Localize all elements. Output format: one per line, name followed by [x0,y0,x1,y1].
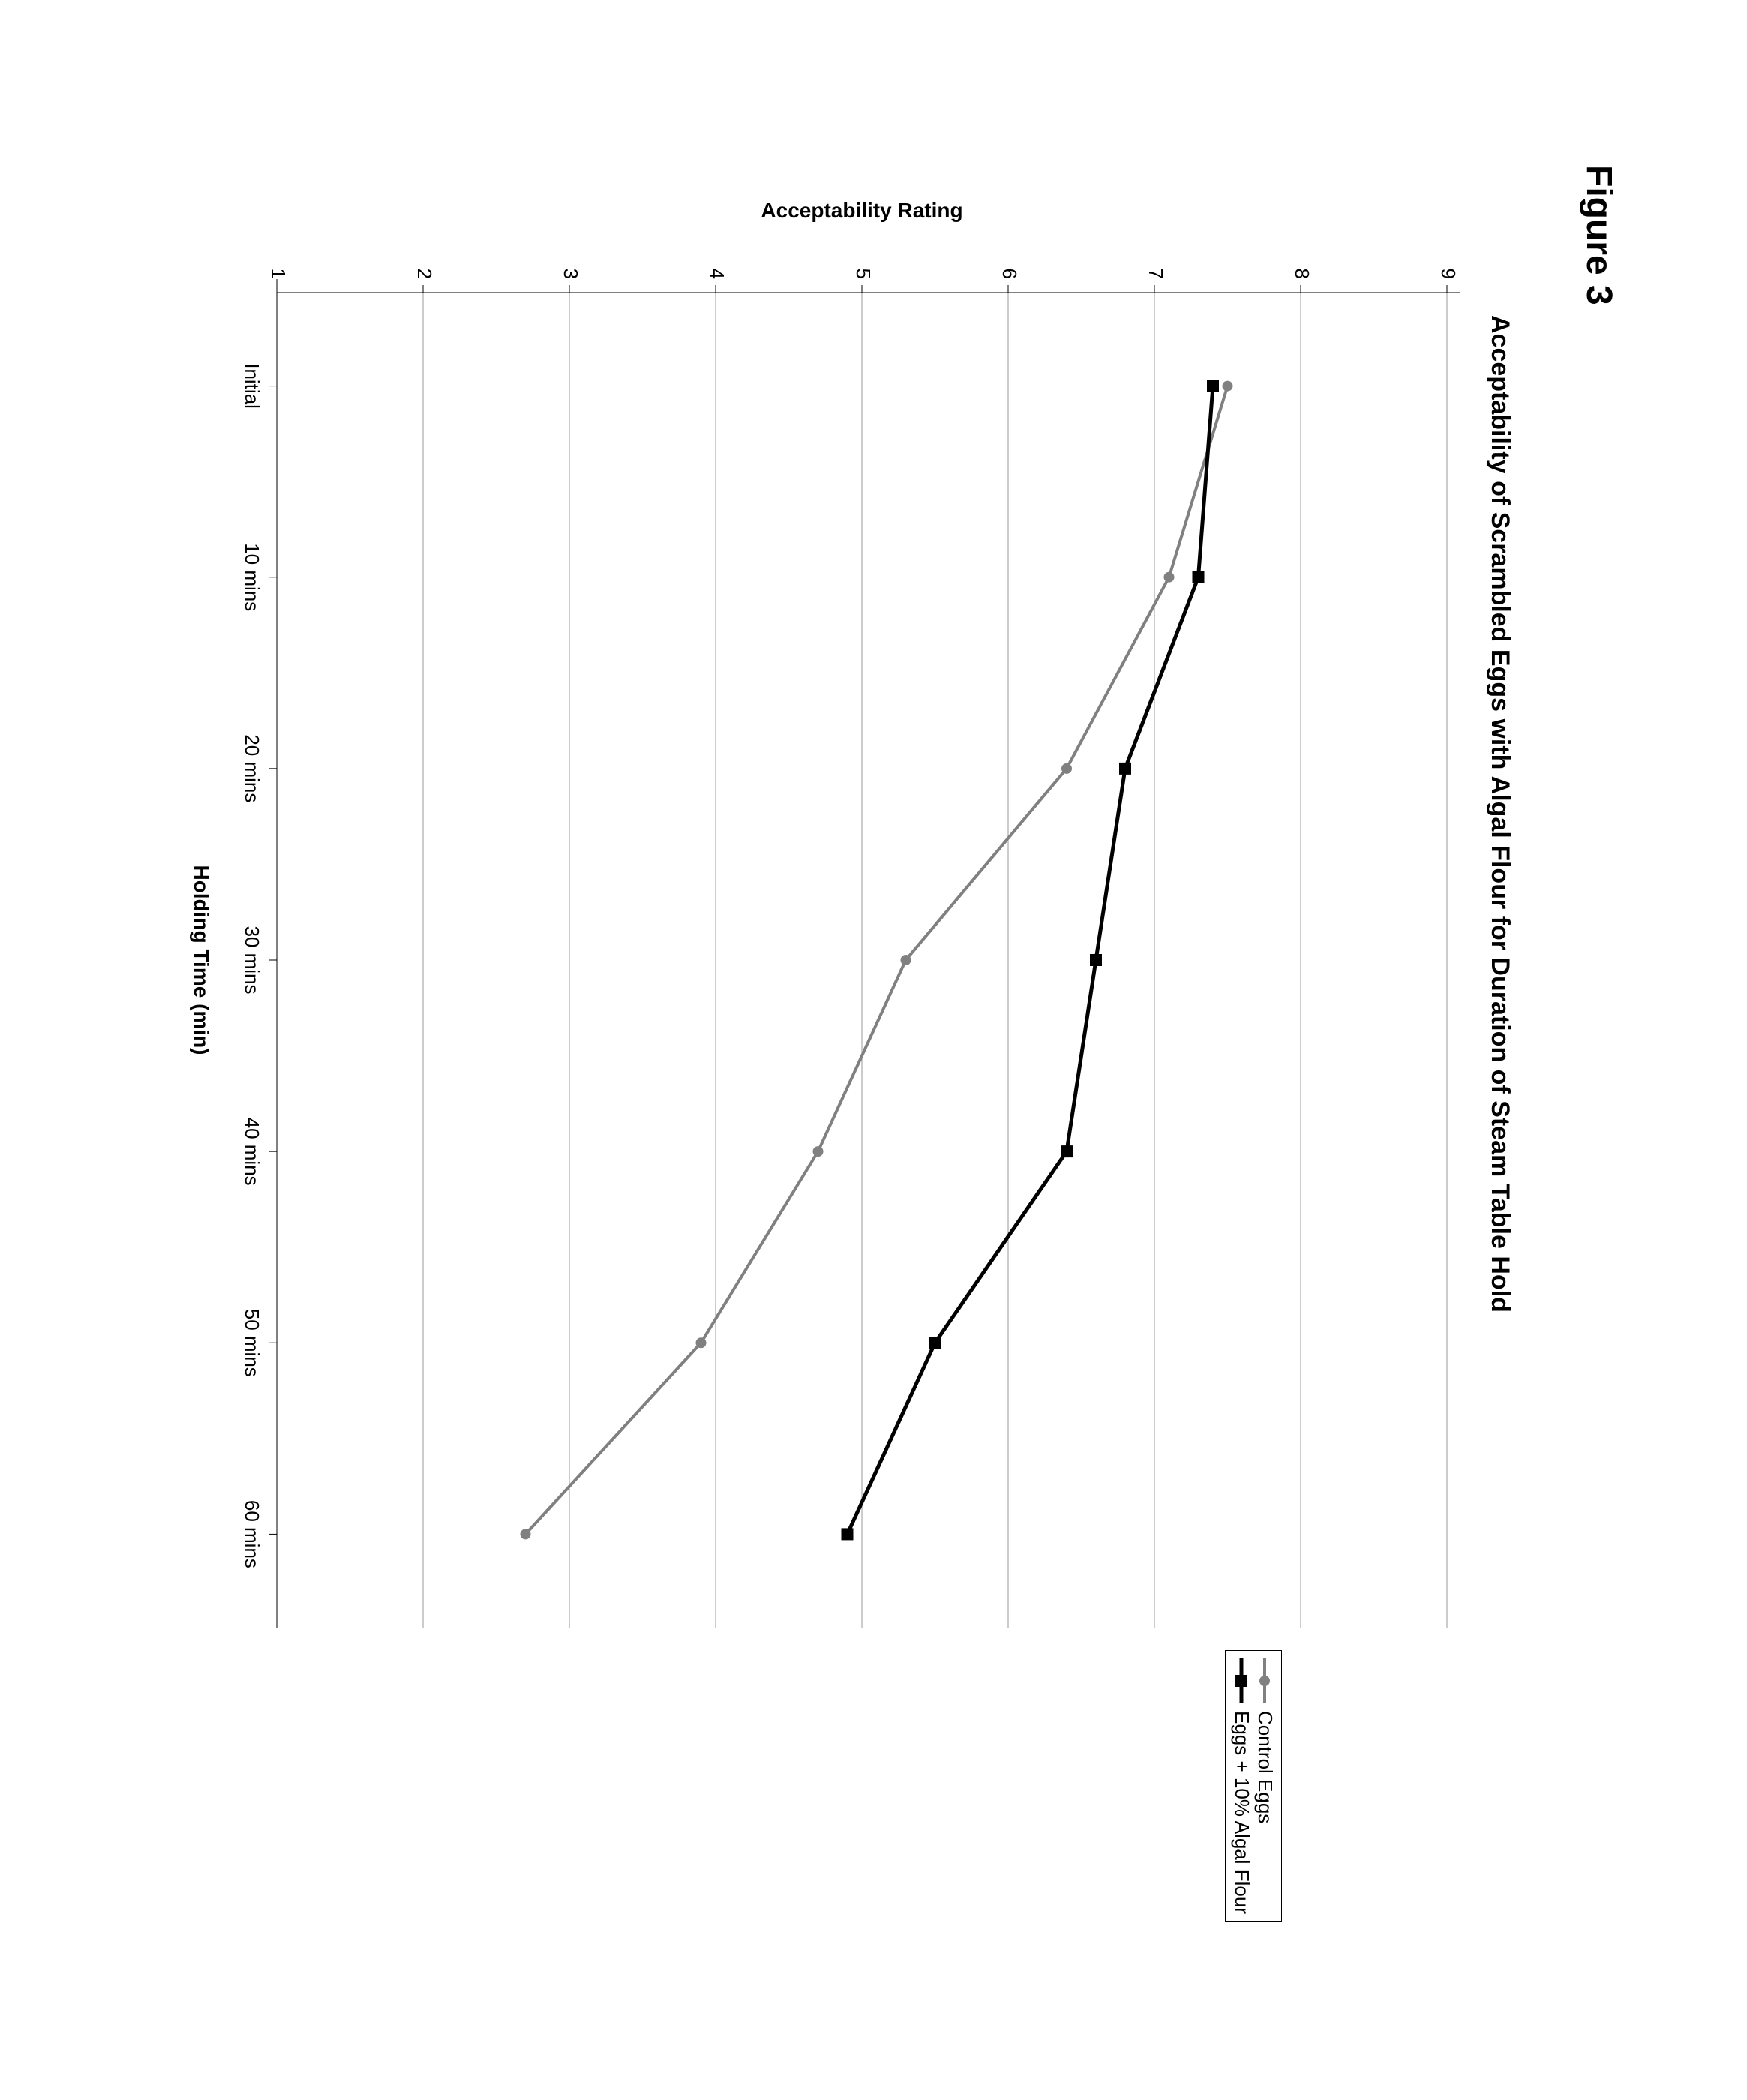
page: Figure 3 Acceptability of Scrambled Eggs… [0,0,1747,2100]
svg-text:5: 5 [852,268,875,279]
svg-text:20 mins: 20 mins [241,734,263,802]
svg-text:30 mins: 30 mins [241,926,263,994]
chart-title: Acceptability of Scrambled Eggs with Alg… [1485,315,1514,1312]
legend-swatch [1258,1658,1273,1703]
svg-text:8: 8 [1291,268,1313,279]
svg-text:2: 2 [413,268,436,279]
chart-svg: 1 2 3 4 5 6 7 8 9 Initial 10 mins 20 mins 30 mins 40 … [149,172,1460,1628]
chart-plot: 123456789Initial10 mins20 mins30 mins40 … [277,292,1447,1628]
rotated-canvas: Figure 3 Acceptability of Scrambled Eggs… [0,0,1747,2100]
figure-label: Figure 3 [1578,165,1619,305]
svg-text:Initial: Initial [241,363,263,409]
legend-item: Control Eggs [1253,1658,1277,1914]
svg-text:7: 7 [1145,268,1167,279]
svg-text:4: 4 [706,268,728,279]
svg-text:Acceptability Rating: Acceptability Rating [761,199,962,222]
legend-swatch [1235,1658,1250,1703]
svg-text:3: 3 [560,268,582,279]
svg-text:60 mins: 60 mins [241,1500,263,1568]
svg-text:Holding Time (min): Holding Time (min) [190,865,213,1054]
legend-item: Eggs + 10% Algal Flour [1230,1658,1253,1914]
svg-text:6: 6 [998,268,1021,279]
svg-text:1: 1 [267,268,290,279]
svg-text:9: 9 [1437,268,1460,279]
legend: Control EggsEggs + 10% Algal Flour [1225,1650,1282,1922]
legend-label: Control Eggs [1253,1711,1277,1823]
legend-label: Eggs + 10% Algal Flour [1230,1711,1253,1914]
svg-text:10 mins: 10 mins [241,543,263,611]
svg-text:50 mins: 50 mins [241,1309,263,1377]
svg-text:40 mins: 40 mins [241,1118,263,1186]
